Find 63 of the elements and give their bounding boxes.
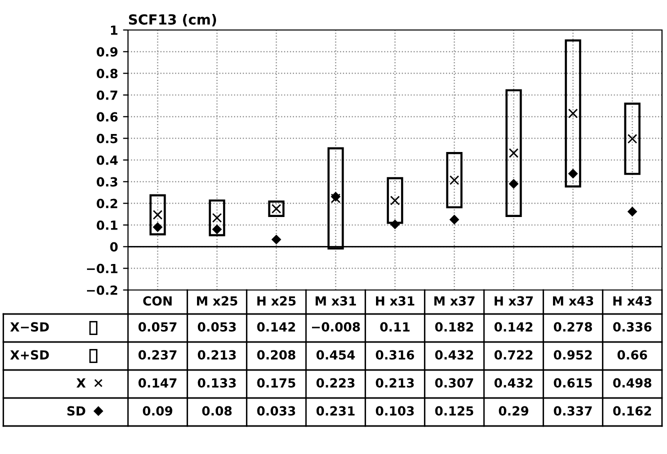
y-tick-label: −0.2 [86,285,118,295]
y-tick-label: 0.5 [96,134,118,144]
text: 0.142 [257,322,296,332]
data-label: 0.337 [554,406,592,416]
text: 0.053 [198,322,236,332]
text: 0.11 [380,322,410,332]
legend-label: SD [67,406,86,416]
text: 0.432 [435,350,474,360]
data-label: 0.175 [257,378,296,388]
y-tick-label: 0.6 [96,112,118,122]
y-tick-label: 0.2 [96,198,118,208]
text: −0.008 [312,322,360,332]
data-label: 0.432 [494,378,532,388]
data-label: 0.033 [257,406,296,416]
data-label: 0.103 [376,406,414,416]
data-label: 0.147 [138,378,176,388]
text: 0.316 [376,350,414,360]
data-label: 0.08 [202,406,232,416]
y-tick-label: 1 [110,26,118,35]
y-tick-label: 0.3 [96,177,118,187]
y-tick-label: 0 [110,242,118,252]
text: 0.278 [554,322,592,332]
data-label: 0.307 [435,378,474,388]
y-tick-label: 0.7 [96,90,118,100]
x-tick-label: H x43 [613,296,652,306]
data-label: 0.615 [554,378,592,388]
y-tick-label: 0.1 [96,220,118,230]
data-label: 0.125 [435,406,474,416]
text: 0.722 [494,350,532,360]
text: 0.208 [257,350,296,360]
text: X+SD [10,350,49,360]
text: 0.454 [316,350,355,360]
data-label: 0.09 [142,406,172,416]
text: 0.182 [435,322,474,332]
text: 0.336 [613,322,652,332]
data-label: 0.231 [316,406,355,416]
x-tick-label: CON [143,296,172,306]
data-label: 0.133 [198,378,236,388]
y-tick-label: −0.1 [86,264,118,274]
x-tick-label: M x43 [553,296,594,306]
data-label: 0.162 [613,406,652,416]
text: 0.213 [198,350,236,360]
x-tick-label: H x31 [376,296,414,306]
x-tick-label: H x37 [494,296,533,306]
text: 0.142 [494,322,532,332]
legend-label: X [76,378,86,388]
y-axis-title: SCF13 (cm) [128,14,216,26]
x-tick-label: M x25 [197,296,238,306]
x-tick-label: M x31 [316,296,356,306]
y-tick-label: 0.9 [96,47,118,57]
text: 0.057 [138,322,176,332]
x-tick-label: H x25 [257,296,296,306]
data-label: 0.498 [613,378,652,388]
x-tick-label: M x37 [434,296,474,306]
data-label: 0.223 [316,378,354,388]
y-tick-label: 0.8 [96,68,118,78]
text: 0.952 [554,350,592,360]
y-tick-label: 0.4 [96,155,118,165]
data-label: 0.29 [498,406,528,416]
text: 0.66 [618,350,648,360]
text: 0.237 [138,350,176,360]
data-label: 0.213 [376,378,414,388]
text: X−SD [10,322,49,332]
